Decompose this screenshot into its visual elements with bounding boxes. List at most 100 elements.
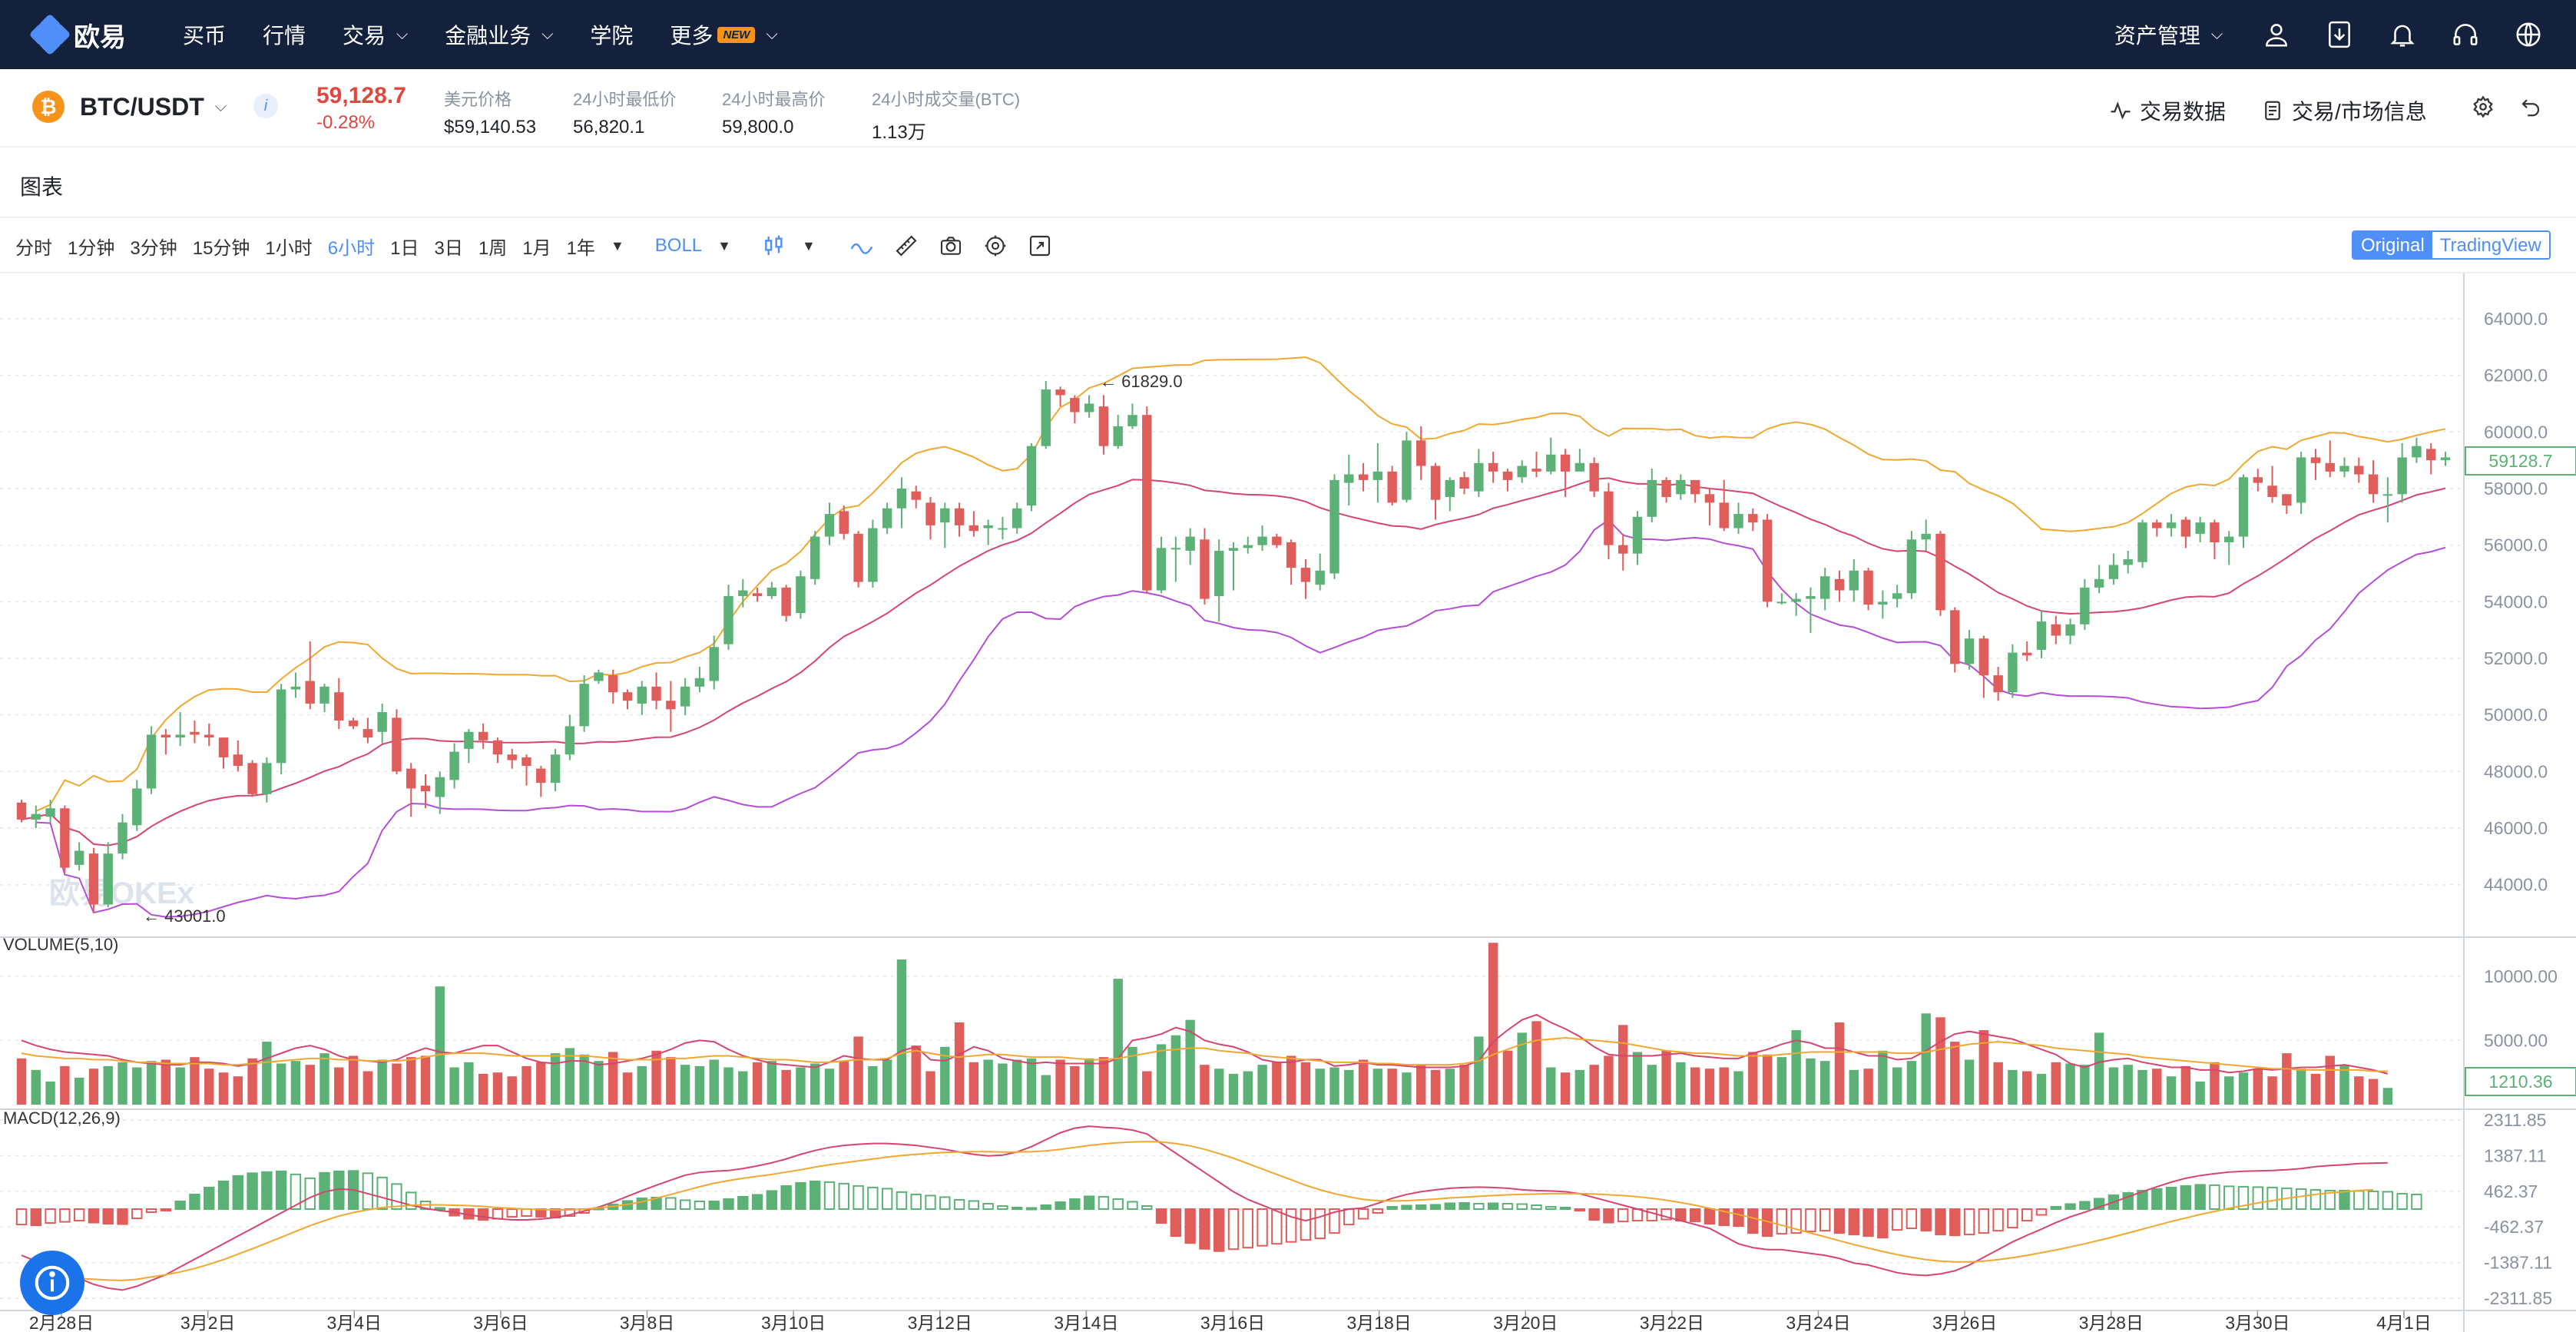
candle-body [1560,454,1571,472]
candle-type-icon[interactable] [762,234,786,258]
candle-body [2008,652,2018,693]
candle-body [1863,570,1873,605]
candle-body [1748,514,1758,523]
macd-dif-line [21,1125,2388,1291]
timeframe-1w[interactable]: 1周 [478,237,508,259]
macd-histogram-bar [1862,1208,1874,1238]
timeframe-line[interactable]: 分时 [15,237,52,259]
volume-bar [1127,1046,1137,1105]
candle-body [940,508,950,523]
timeframe-6h[interactable]: 6小时 [327,237,376,259]
volume-bar [536,1062,546,1105]
macd-histogram-bar [823,1181,836,1211]
x-tick-label: 3月12日 [908,1313,972,1332]
indicator-select[interactable]: BOLL [654,235,703,256]
volume-bar [247,1058,257,1105]
user-icon[interactable] [2261,19,2292,50]
macd-histogram-bar [131,1208,143,1220]
price-tick-label: 50000.0 [2484,705,2548,725]
candle-body [1604,491,1614,545]
nav-item-markets[interactable]: 行情 [263,19,306,50]
nav-item-academy[interactable]: 学院 [590,19,633,50]
macd-tick-label: -1387.11 [2484,1253,2552,1273]
candle-body [2051,624,2061,636]
info-icon[interactable]: i [253,94,278,118]
macd-histogram-bar [217,1180,230,1210]
macd-histogram-bar [1790,1208,1802,1234]
pair-selector[interactable]: ₿ BTC/USDT ⌵ [32,91,227,123]
macd-histogram-bar [1516,1203,1528,1210]
candle-body [1719,502,1729,528]
macd-histogram-bar [391,1183,402,1211]
macd-histogram-bar [1012,1206,1023,1211]
volume-bar [1459,1065,1469,1105]
view-tradingview-button[interactable]: TradingView [2432,232,2549,258]
price-chart[interactable]: 欧易OKEx 64000.062000.060000.058000.056000… [0,273,2576,1332]
volume-bar [118,1062,127,1105]
fullscreen-icon[interactable] [1028,234,1052,258]
nav-item-more[interactable]: 更多 NEW ⌵ [670,19,777,50]
undo-button[interactable] [2519,95,2550,118]
view-original-button[interactable]: Original [2353,232,2432,258]
chevron-down-icon: ⌵ [2210,25,2223,43]
camera-icon[interactable] [939,234,963,258]
macd-histogram-bar [1574,1208,1586,1211]
ruler-icon[interactable] [894,234,919,258]
macd-histogram-bar [204,1186,215,1210]
logo[interactable]: 欧易 [28,13,146,56]
volume-bar [1517,1032,1527,1105]
volume-bar [2108,1067,2119,1105]
indicator-line-icon[interactable] [849,234,874,258]
price-tick-label: 60000.0 [2484,422,2548,442]
macd-histogram-bar [2050,1205,2061,1211]
macd-histogram-bar [853,1185,864,1210]
candle-type-dropdown-icon[interactable]: ▼ [801,237,816,253]
trade-data-link[interactable]: 交易数据 [2109,95,2226,126]
asset-management-menu[interactable]: 资产管理 ⌵ [2114,19,2223,50]
volume-bar [622,1072,633,1105]
market-info-link[interactable]: 交易/市场信息 [2261,95,2427,126]
x-tick-label: 3月10日 [761,1313,826,1332]
boll-upper-line [35,356,2446,812]
candle-body [146,734,157,789]
globe-icon[interactable] [2513,19,2544,50]
nav-item-finance[interactable]: 金融业务 ⌵ [445,19,553,50]
volume-bar [420,1055,431,1105]
volume-bar [579,1054,589,1105]
timeframe-3m[interactable]: 3分钟 [130,237,177,259]
candle-body [1531,469,1541,472]
timeframe-15m[interactable]: 15分钟 [192,237,250,259]
volume-bar [507,1076,517,1105]
timeframe-1y[interactable]: 1年 [566,237,595,259]
volume-bar [1070,1065,1080,1105]
timeframe-1m[interactable]: 1分钟 [68,237,115,259]
timeframe-3d[interactable]: 3日 [434,237,463,259]
timeframe-dropdown-icon[interactable]: ▼ [610,237,624,253]
volume-bar [1430,1069,1441,1105]
candle-body [1402,440,1412,500]
candle-body [1964,638,1975,664]
nav-item-buy-crypto[interactable]: 买币 [183,19,226,50]
indicator-dropdown-icon[interactable]: ▼ [717,237,731,253]
chart-settings-gear-icon[interactable] [983,234,1008,258]
bell-icon[interactable] [2387,19,2418,50]
help-button[interactable] [20,1251,84,1315]
timeframe-1mo[interactable]: 1月 [522,237,551,259]
candle-body [1243,545,1253,548]
settings-button[interactable] [2472,95,2502,118]
x-tick-label: 3月4日 [326,1313,382,1332]
timeframe-1d[interactable]: 1日 [390,237,419,259]
volume-bar [1906,1061,1917,1105]
timeframe-1h[interactable]: 1小时 [265,237,313,259]
macd-histogram-bar [1300,1208,1312,1241]
macd-histogram-bar [1588,1208,1600,1221]
candle-body [2397,457,2407,495]
nav-item-trade[interactable]: 交易 ⌵ [343,19,408,50]
stat-value: 1.13万 [872,122,926,143]
top-nav: 欧易 买币 行情 交易 ⌵ 金融业务 ⌵ 学院 更多 NEW ⌵ 资产管理 ⌵ [0,0,2576,69]
headset-icon[interactable] [2450,19,2481,50]
candle-body [738,590,748,596]
volume-bar [2137,1069,2147,1105]
candle-body [1950,610,1960,664]
download-icon[interactable] [2324,19,2355,50]
